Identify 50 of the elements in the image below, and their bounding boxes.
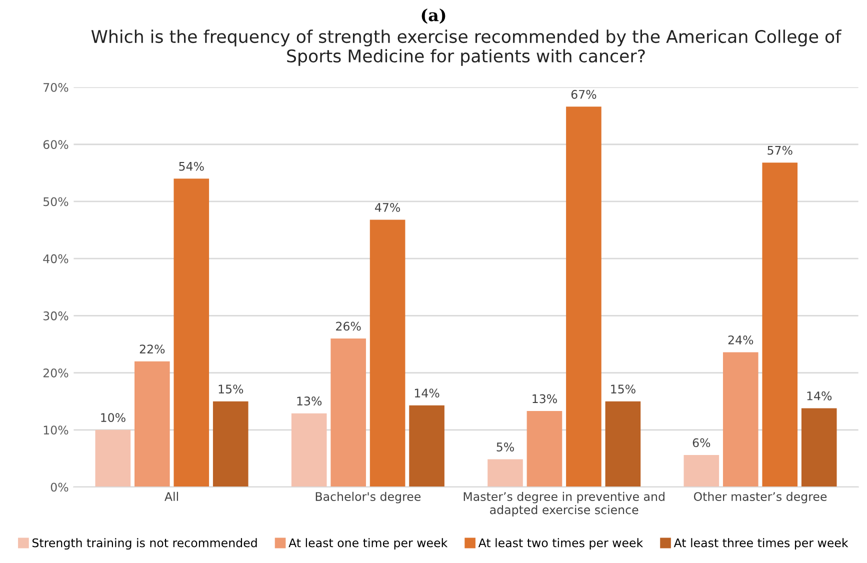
bar xyxy=(134,361,170,487)
bar xyxy=(566,106,602,487)
bar xyxy=(291,413,327,487)
x-tick-label: Master’s degree in preventive and adapted exercise science xyxy=(464,492,664,516)
data-label: 57% xyxy=(768,146,792,155)
bar xyxy=(370,220,406,487)
data-label: 15% xyxy=(611,384,636,394)
y-tick-label: 60% xyxy=(43,140,68,150)
y-tick-label: 20% xyxy=(43,368,68,378)
data-label: 14% xyxy=(414,388,440,398)
data-label: 5% xyxy=(496,442,514,452)
data-label: 54% xyxy=(179,162,204,171)
bar xyxy=(330,338,366,487)
bar xyxy=(684,455,720,487)
bar xyxy=(409,405,444,487)
x-tick-label: All xyxy=(164,492,178,501)
y-tick-label: 70% xyxy=(44,82,68,92)
x-tick-label: Bachelor's degree xyxy=(316,492,421,504)
bar xyxy=(526,411,562,487)
data-label: 14% xyxy=(807,391,832,400)
data-label: 10% xyxy=(101,413,126,422)
data-label: 15% xyxy=(218,384,244,394)
data-label: 13% xyxy=(532,394,557,404)
bar xyxy=(722,352,758,487)
legend-label: At least three times per week xyxy=(674,538,848,550)
legend-label: Strength training is not recommended xyxy=(32,538,257,550)
legend-label: At least one time per week xyxy=(288,538,448,550)
y-tick-label: 10% xyxy=(44,426,68,435)
y-tick-label: 50% xyxy=(44,197,68,206)
x-tick-label: Other master’s degree xyxy=(694,492,827,504)
data-label: 22% xyxy=(140,344,165,354)
legend-label: At least two times per week xyxy=(478,538,644,550)
data-label: 26% xyxy=(336,322,361,331)
text: (a) xyxy=(422,8,446,24)
y-tick-label: 0% xyxy=(50,482,68,492)
chart-title: Which is the frequency of strength exercise recommended by the American College of Sports Medicine for patients with cancer? xyxy=(91,30,842,66)
data-label: 47% xyxy=(375,202,400,212)
bar xyxy=(174,178,210,487)
bar xyxy=(605,401,641,487)
y-tick-label: 40% xyxy=(43,254,68,264)
data-label: 13% xyxy=(297,396,322,406)
bar xyxy=(212,401,248,487)
data-label: 24% xyxy=(728,335,754,344)
data-label: 67% xyxy=(571,90,596,99)
y-tick-label: 30% xyxy=(43,311,68,320)
bar xyxy=(801,408,837,487)
bar xyxy=(762,162,798,487)
bar xyxy=(488,459,523,487)
data-label: 6% xyxy=(692,438,710,448)
bar xyxy=(95,430,131,487)
